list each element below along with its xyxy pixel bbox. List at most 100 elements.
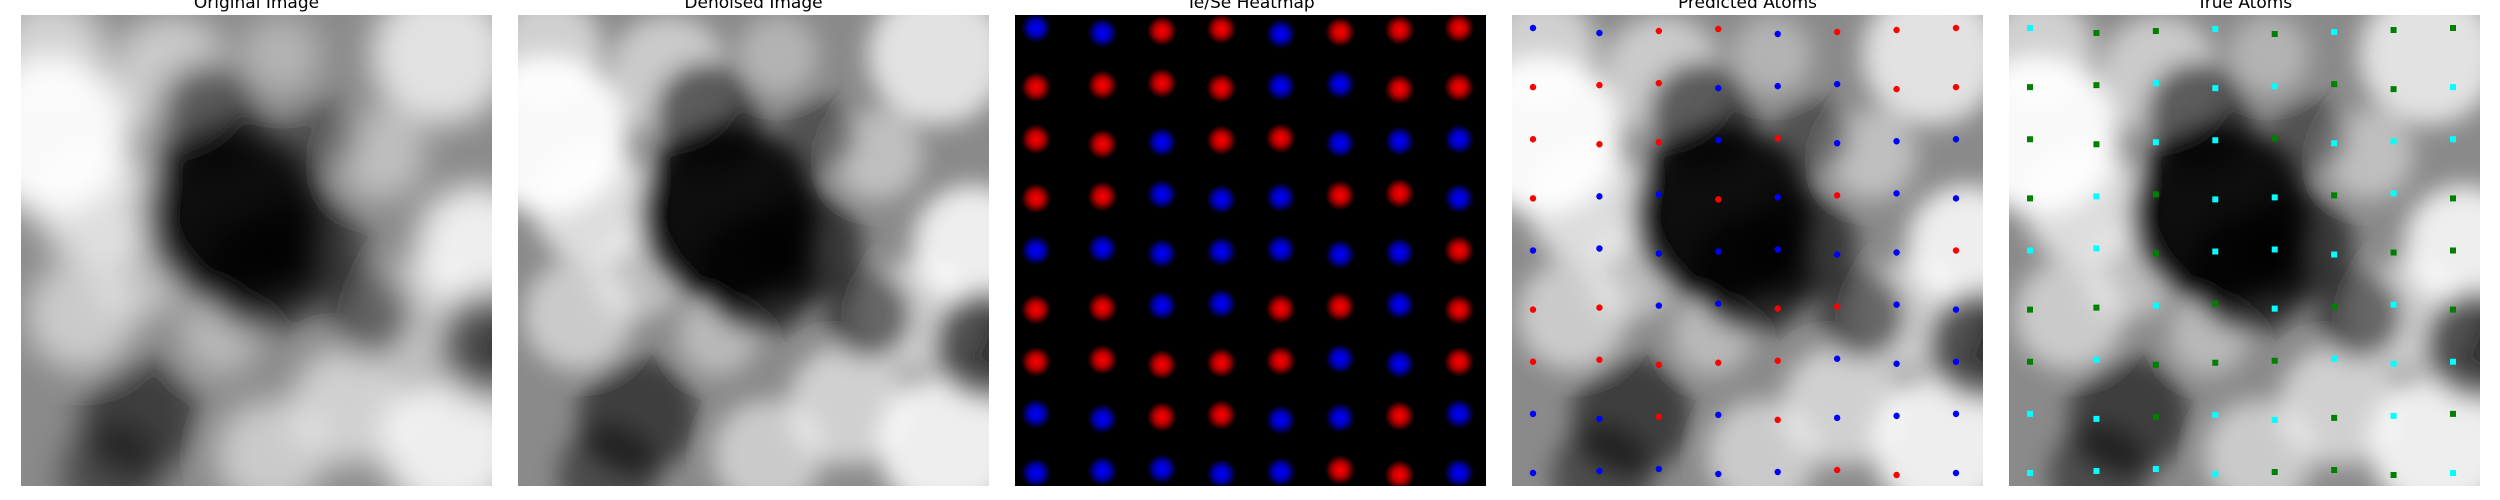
predicted-atom-se [1952,358,1960,365]
true-atom-te [2212,85,2219,92]
heatmap-spot-se [1444,124,1474,155]
predicted-atom-se [1833,251,1841,258]
predicted-atom-se [1655,302,1663,309]
predicted-atoms-title: Predicted Atoms [1677,0,1818,13]
predicted-atom-se [1596,415,1603,423]
true-atom-se [2152,28,2159,34]
heatmap-spot-te [1325,17,1356,47]
predicted-atom-te [1893,85,1900,93]
predicted-atom-te [1529,195,1537,202]
predicted-atom-te [1833,303,1841,310]
true-atom-se [2212,300,2219,307]
predicted-atoms-panel: Predicted Atoms [1512,0,1983,500]
predicted-atom-se [1952,306,1960,313]
predicted-atom-te [1893,26,1900,34]
true-atom-se [2331,192,2338,199]
predicted-atom-te [1529,136,1537,143]
heatmap-spot-se [1325,128,1356,159]
heatmap-spot-se [1384,126,1415,157]
heatmap-spot-te [1384,400,1415,431]
true-atom-te [2450,470,2456,476]
true-atom-se [2331,303,2338,310]
heatmap-spot-te [1021,124,1051,155]
true-atom-se [2027,306,2033,313]
heatmap-spot-se [1444,458,1474,486]
predicted-atom-se [1893,138,1900,145]
predicted-atom-te [1774,305,1781,312]
true-atom-te [2271,83,2278,90]
heatmap-spot-te [1206,125,1237,156]
heatmap-spot-te [1444,235,1474,266]
predicted-atom-se [1774,30,1781,38]
true-atom-se [2093,141,2100,148]
true-atom-se [2331,81,2338,88]
heatmap-spot-te [1087,292,1118,323]
heatmap-spot-te [1021,294,1051,325]
true-atom-se [2271,357,2278,364]
heatmap-spot-se [1265,234,1296,265]
true-atom-se [2027,358,2033,365]
heatmap-spot-te [1206,347,1237,378]
predicted-atom-te [1774,416,1781,424]
heatmap-spot-se [1146,454,1177,484]
true-atom-se [2271,135,2278,142]
true-atom-te [2331,251,2338,258]
denoised-image-title: Denoised Image [684,0,823,13]
true-atom-te [2027,25,2033,31]
predicted-atom-te [1893,471,1900,479]
true-atom-te [2152,80,2159,87]
true-atom-te [2027,247,2033,254]
predicted-atom-se [1596,193,1603,200]
predicted-atom-se [1893,360,1900,367]
predicted-atom-se [1715,137,1722,144]
heatmap-spot-te [1087,129,1118,160]
heatmap-spot-te [1021,346,1051,377]
true-atom-se [2390,249,2397,256]
true-atom-te [2450,358,2456,365]
true-atom-se [2152,250,2159,257]
heatmap-spot-se [1021,458,1051,486]
true-atom-te [2152,302,2159,309]
predicted-atom-se [1715,411,1722,419]
true-atom-te [2093,468,2100,474]
predicted-atom-te [1715,359,1722,366]
true-atom-te [2450,136,2456,143]
heatmap-title: Te/Se Heatmap [1186,0,1315,13]
true-atom-se [2450,195,2456,202]
heatmap-spot-se [1384,237,1415,268]
heatmap-spot-te [1021,72,1051,103]
true-atom-te [2450,84,2456,91]
predicted-atom-te [1833,192,1841,199]
heatmap-spot-te [1206,15,1237,44]
predicted-atom-te [1952,83,1960,91]
true-atom-te [2390,190,2397,197]
heatmap-spot-se [1325,69,1356,100]
heatmap-spot-se [1146,238,1177,269]
predicted-atom-te [1655,361,1663,368]
predicted-atom-te [1596,81,1603,89]
true-atom-te [2027,470,2033,476]
true-atom-te [2331,355,2338,362]
heatmap-spot-se [1206,459,1237,486]
heatmap-spot-se [1206,236,1237,267]
heatmap-spot-te [1325,291,1356,322]
predicted-atom-se [1774,246,1781,253]
true-atom-te [2027,410,2033,417]
true-atom-se [2093,304,2100,311]
heatmap-spot-te [1444,294,1474,325]
heatmap-spot-se [1444,183,1474,214]
predicted-atom-se [1529,247,1537,254]
heatmap-spot-te [1206,73,1237,104]
original-image-panel: Original Image [21,0,492,500]
predicted-atom-te [1596,356,1603,363]
predicted-atom-te [1596,304,1603,311]
heatmap-spot-se [1265,71,1296,102]
predicted-atom-se [1833,140,1841,147]
heatmap-spot-se [1021,15,1051,43]
heatmap-spot-se [1021,235,1051,266]
true-atom-te [2212,26,2219,32]
heatmap-spot-se [1087,456,1118,486]
heatmap-spot-se [1444,398,1474,429]
predicted-atom-se [1833,355,1841,362]
